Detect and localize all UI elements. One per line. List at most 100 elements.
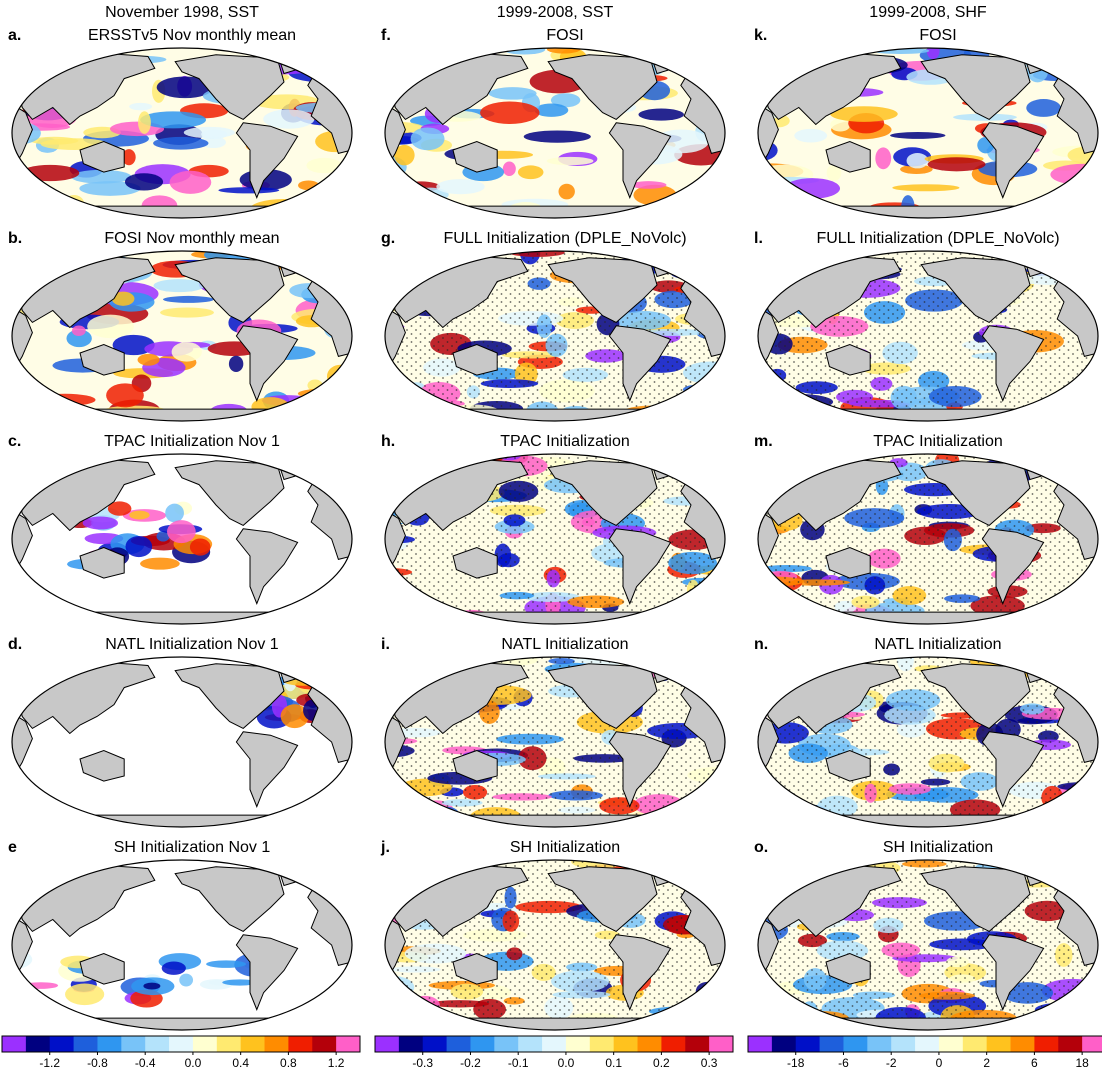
column-header: 1999-2008, SST	[497, 4, 614, 21]
colorbar-box	[422, 1036, 448, 1052]
colorbar-tick-label: 0.4	[232, 1056, 249, 1070]
anomaly	[777, 464, 818, 478]
colorbar-box	[470, 1036, 495, 1052]
colorbar-tick-label: 0.8	[280, 1056, 297, 1070]
map-border	[11, 250, 353, 422]
colorbar-box	[1058, 1036, 1083, 1052]
colorbar-tick-label: -0.4	[135, 1056, 156, 1070]
anomaly	[657, 454, 680, 466]
land	[825, 546, 871, 579]
anomaly	[153, 279, 205, 293]
anomaly	[35, 393, 96, 407]
anomaly	[1041, 866, 1064, 878]
colorbar-box	[843, 1036, 868, 1052]
anomaly	[206, 960, 247, 968]
anomaly	[550, 93, 581, 108]
colorbar-tick-label: 6	[1031, 1056, 1038, 1070]
anomaly	[892, 184, 960, 192]
colorbar-box	[986, 1036, 1012, 1052]
panel-title: FOSI	[919, 27, 956, 44]
anomaly	[29, 993, 43, 1001]
land	[981, 325, 1045, 402]
anomaly	[107, 501, 132, 516]
map-border	[384, 47, 726, 219]
anomaly	[1039, 48, 1086, 63]
anomaly	[681, 396, 725, 408]
anomaly	[1084, 454, 1098, 468]
colorbar-tick-label: -1.2	[39, 1056, 60, 1070]
colorbar-box	[637, 1036, 662, 1052]
anomaly	[385, 662, 427, 671]
anomaly	[1071, 473, 1098, 488]
panel-letter: h.	[381, 433, 395, 450]
anomaly	[758, 877, 782, 890]
anomaly	[160, 307, 214, 318]
anomaly	[423, 1022, 442, 1030]
anomaly	[830, 106, 898, 122]
colorbar-box	[709, 1036, 734, 1052]
anomaly	[156, 76, 214, 99]
anomaly	[20, 164, 80, 182]
anomaly	[218, 187, 280, 194]
anomaly	[319, 384, 345, 406]
anomaly	[161, 961, 186, 975]
map	[12, 454, 352, 624]
anomaly	[906, 153, 929, 169]
colorbar-box	[145, 1036, 170, 1052]
colorbar-tick-label: 1.2	[328, 1056, 345, 1070]
panel-letter: b.	[8, 230, 22, 247]
anomaly	[1005, 251, 1045, 264]
anomaly	[900, 164, 933, 174]
anomaly	[385, 889, 395, 901]
colorbar-tick-label: 0.2	[653, 1056, 670, 1070]
land	[825, 343, 871, 376]
anomaly	[1074, 191, 1091, 202]
anomaly	[778, 209, 806, 218]
anomaly	[385, 862, 450, 875]
anomaly	[122, 149, 136, 166]
colorbar-box	[938, 1036, 964, 1052]
land	[12, 611, 352, 624]
anomaly	[1035, 860, 1098, 877]
anomaly	[385, 864, 431, 877]
colorbar-box	[915, 1036, 940, 1052]
anomaly	[228, 355, 244, 372]
anomaly	[165, 503, 184, 523]
map-border	[384, 250, 726, 422]
anomaly	[179, 973, 194, 987]
anomaly	[764, 53, 782, 65]
anomaly	[649, 1015, 669, 1024]
anomaly	[334, 375, 352, 384]
panel-letter: i.	[381, 636, 390, 653]
colorbar-box	[1034, 1036, 1059, 1052]
map-border	[384, 656, 726, 828]
anomaly	[12, 48, 34, 58]
map-border	[11, 656, 353, 828]
colorbar-box	[49, 1036, 75, 1052]
anomaly	[189, 538, 211, 556]
colorbar-frame	[374, 1035, 734, 1053]
land	[12, 1017, 352, 1030]
colorbar-tick-label: -2	[886, 1056, 897, 1070]
anomaly	[391, 409, 436, 421]
anomaly	[112, 334, 155, 356]
anomaly	[706, 73, 725, 88]
anomaly	[143, 982, 161, 990]
anomaly	[927, 157, 986, 172]
anomaly	[30, 136, 79, 145]
anomaly	[671, 251, 723, 273]
map-border	[757, 250, 1099, 422]
colorbar-tick-label: -18	[787, 1056, 805, 1070]
colorbar-box	[565, 1036, 591, 1052]
anomaly	[64, 194, 84, 211]
anomaly	[417, 393, 432, 413]
map-border	[384, 859, 726, 1031]
land	[608, 731, 672, 808]
anomaly	[394, 663, 409, 674]
land	[981, 528, 1045, 605]
anomaly	[1010, 405, 1068, 421]
anomaly	[87, 314, 134, 339]
anomaly	[292, 54, 352, 75]
panel-title: TPAC Initialization	[500, 433, 630, 450]
anomaly	[156, 530, 170, 542]
